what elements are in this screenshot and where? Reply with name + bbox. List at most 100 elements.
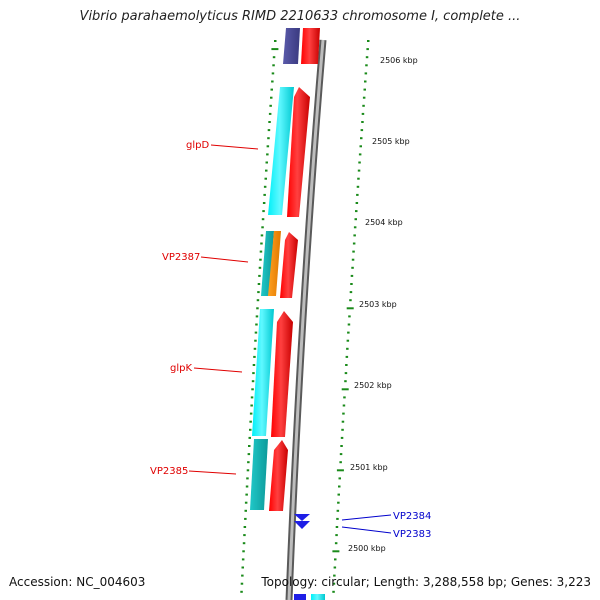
minor-tick bbox=[269, 104, 272, 107]
scale-tick-ring bbox=[332, 40, 370, 593]
scale-label: 2503 kbp bbox=[359, 300, 397, 309]
minor-tick bbox=[355, 202, 359, 204]
minor-tick bbox=[262, 210, 265, 213]
minor-tick bbox=[274, 40, 277, 42]
minor-tick bbox=[352, 250, 355, 253]
minor-tick bbox=[241, 574, 244, 577]
minor-tick bbox=[254, 339, 257, 342]
minor-tick bbox=[241, 566, 244, 569]
minor-tick bbox=[270, 96, 273, 99]
minor-tick bbox=[338, 477, 341, 480]
gene-feature-red-glpk bbox=[271, 311, 293, 437]
minor-tick bbox=[257, 283, 261, 285]
minor-tick bbox=[344, 380, 347, 383]
gene-feature-cyan-glpd bbox=[268, 87, 294, 215]
minor-tick bbox=[249, 412, 253, 415]
leader-line bbox=[200, 256, 249, 263]
minor-tick bbox=[357, 177, 360, 180]
minor-tick bbox=[354, 218, 357, 221]
minor-tick bbox=[240, 582, 244, 585]
minor-tick bbox=[250, 396, 254, 399]
gene-feature-red-top bbox=[301, 28, 320, 64]
minor-tick bbox=[254, 331, 258, 334]
minor-tick bbox=[364, 72, 368, 75]
minor-tick bbox=[348, 315, 351, 318]
minor-tick bbox=[337, 501, 340, 504]
minor-tick bbox=[264, 177, 267, 180]
minor-tick bbox=[272, 64, 275, 67]
minor-tick bbox=[363, 88, 366, 91]
minor-tick bbox=[265, 161, 268, 164]
minor-tick bbox=[261, 218, 265, 221]
minor-tick bbox=[337, 493, 340, 496]
minor-tick bbox=[351, 258, 355, 261]
minor-tick bbox=[256, 299, 260, 302]
minor-tick bbox=[248, 436, 251, 439]
gene-feature-blue-bottom bbox=[294, 594, 306, 600]
minor-tick bbox=[271, 72, 275, 75]
minor-tick bbox=[345, 355, 349, 358]
scale-labels: 2506 kbp 2505 kbp 2504 kbp 2503 kbp 2502… bbox=[348, 56, 418, 553]
minor-tick bbox=[334, 558, 337, 561]
minor-tick bbox=[367, 40, 370, 42]
minor-tick bbox=[246, 477, 249, 480]
minor-tick bbox=[364, 80, 367, 83]
minor-tick bbox=[350, 283, 353, 285]
leader-line bbox=[188, 470, 237, 475]
scale-label: 2500 kbp bbox=[348, 544, 386, 553]
minor-tick bbox=[335, 534, 338, 537]
minor-tick bbox=[245, 493, 248, 496]
gene-feature-purple bbox=[283, 28, 300, 64]
minor-tick bbox=[355, 210, 358, 213]
minor-tick bbox=[266, 145, 270, 148]
gene-feature-red-vp2387 bbox=[280, 232, 298, 298]
map-title: Vibrio parahaemolyticus RIMD 2210633 chr… bbox=[79, 9, 521, 24]
major-tick bbox=[341, 388, 349, 391]
leader-line bbox=[193, 367, 243, 373]
inner-tick-ring bbox=[240, 40, 279, 593]
minor-tick bbox=[349, 299, 352, 302]
minor-tick bbox=[272, 56, 276, 59]
minor-tick bbox=[245, 485, 249, 488]
genome-summary-text: Topology: circular; Length: 3,288,558 bp… bbox=[261, 575, 591, 589]
accession-text: Accession: NC_004603 bbox=[9, 575, 146, 589]
minor-tick bbox=[336, 517, 339, 520]
minor-tick bbox=[361, 112, 365, 115]
minor-tick bbox=[259, 250, 263, 253]
minor-tick bbox=[268, 112, 272, 115]
minor-tick bbox=[350, 274, 354, 277]
minor-tick bbox=[335, 526, 339, 528]
minor-tick bbox=[365, 56, 369, 59]
minor-tick bbox=[343, 396, 346, 399]
minor-tick bbox=[356, 193, 359, 196]
minor-tick bbox=[249, 428, 252, 431]
minor-tick bbox=[339, 453, 343, 456]
minor-tick bbox=[334, 542, 338, 545]
minor-tick bbox=[356, 185, 360, 188]
minor-tick bbox=[360, 129, 364, 132]
gene-label-glpk: glpK bbox=[170, 363, 192, 374]
minor-tick bbox=[265, 169, 268, 172]
minor-tick bbox=[240, 590, 243, 593]
minor-tick bbox=[243, 534, 246, 537]
minor-tick bbox=[346, 347, 349, 350]
minor-tick bbox=[340, 436, 344, 439]
minor-tick bbox=[332, 590, 335, 593]
gene-feature-red-vp2385 bbox=[269, 440, 288, 511]
minor-tick bbox=[260, 234, 264, 237]
minor-tick bbox=[253, 355, 256, 358]
minor-tick bbox=[339, 461, 342, 464]
minor-tick bbox=[347, 323, 351, 326]
minor-tick bbox=[336, 509, 340, 512]
minor-tick bbox=[257, 291, 260, 294]
minor-tick bbox=[252, 372, 255, 375]
minor-tick bbox=[242, 542, 246, 545]
minor-tick bbox=[261, 226, 264, 229]
scale-label: 2506 kbp bbox=[380, 56, 418, 65]
minor-tick bbox=[362, 96, 366, 99]
minor-tick bbox=[338, 485, 341, 488]
minor-tick bbox=[360, 137, 363, 140]
minor-tick bbox=[362, 104, 365, 107]
minor-tick bbox=[349, 291, 353, 294]
minor-tick bbox=[351, 266, 354, 269]
